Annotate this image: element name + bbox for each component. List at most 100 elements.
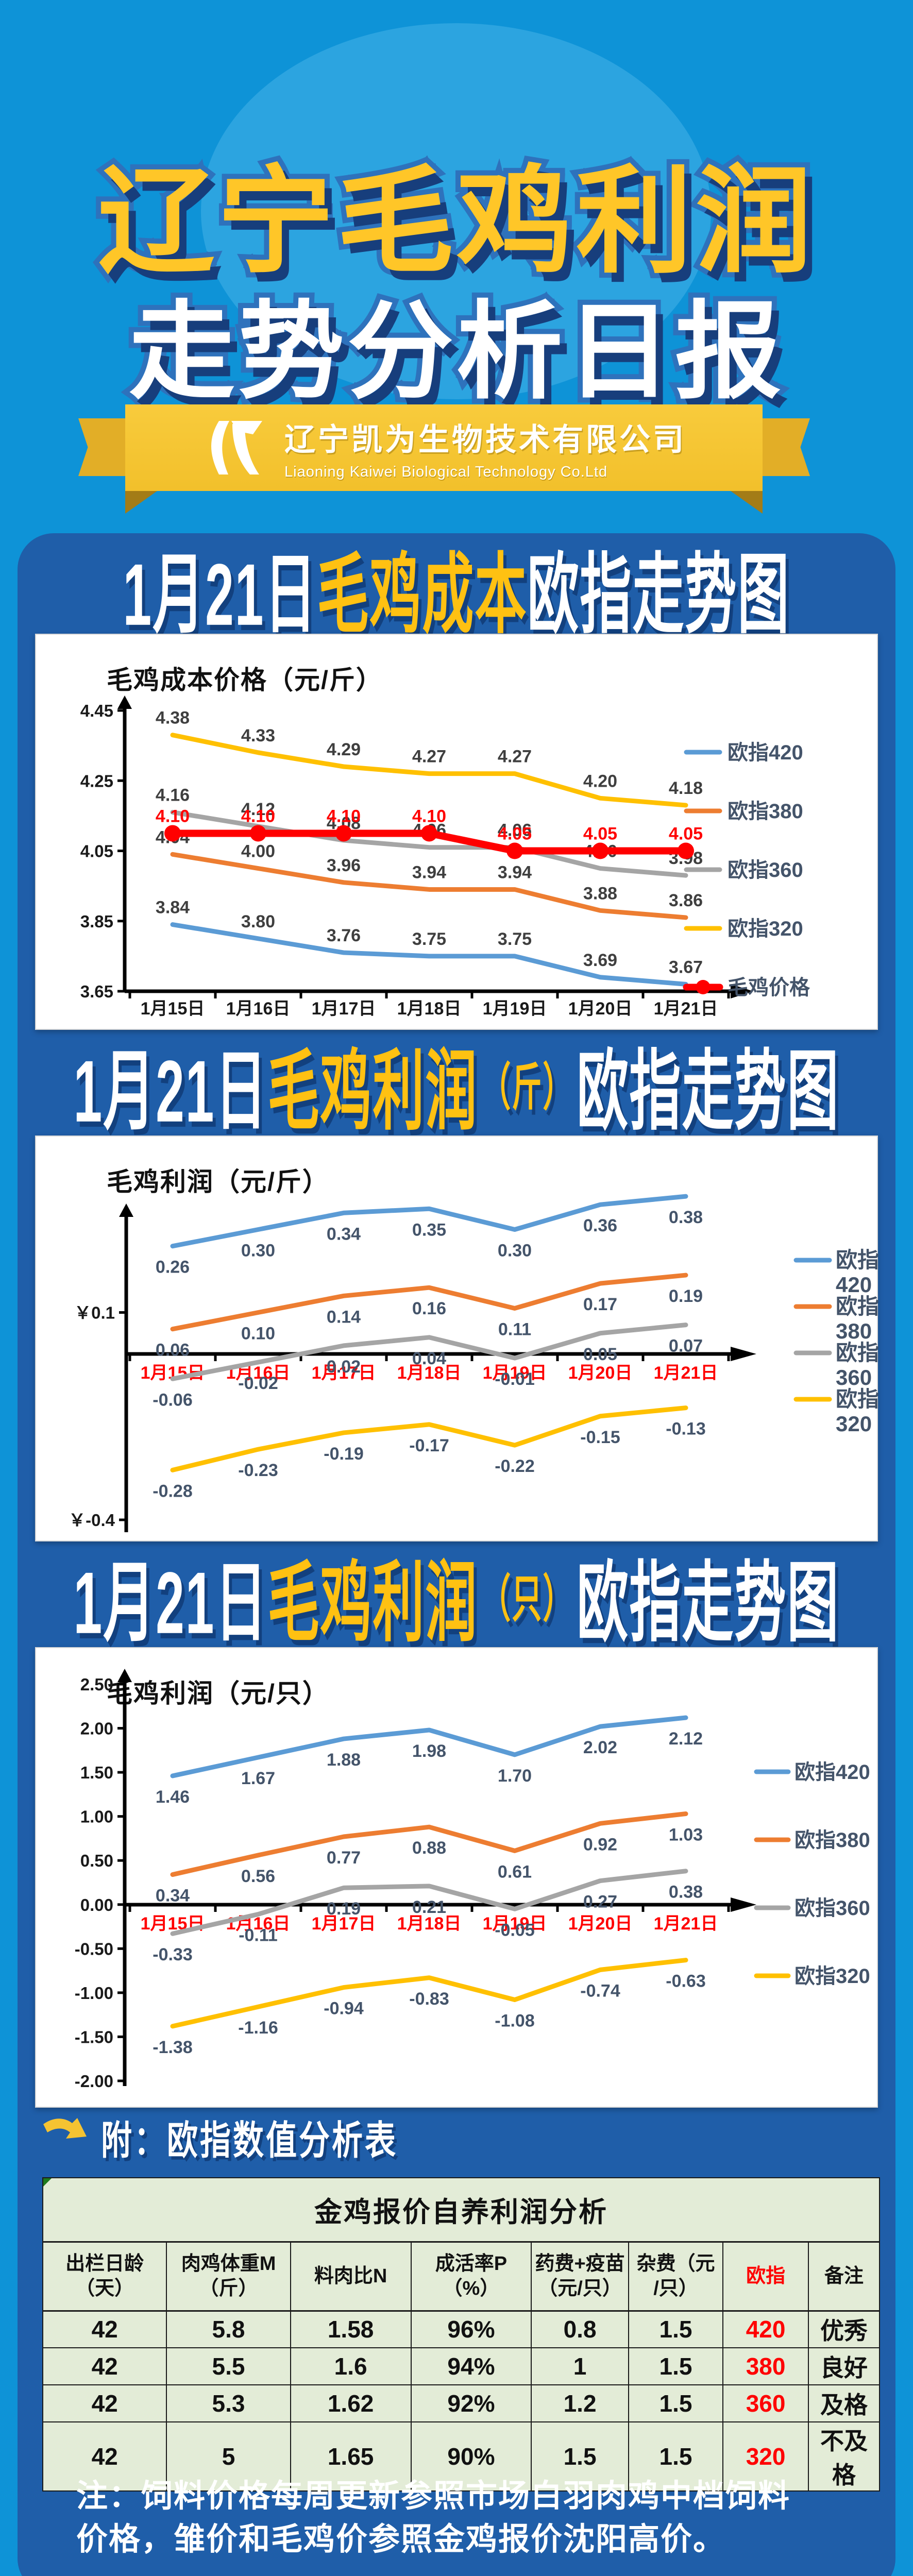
legend-label: 欧指 bbox=[836, 1248, 879, 1272]
data-label: 0.19 bbox=[327, 1899, 361, 1919]
table-cell: 5.3 bbox=[166, 2384, 291, 2422]
data-label: -0.13 bbox=[666, 1419, 706, 1439]
table-cell: 1.5 bbox=[628, 2421, 724, 2492]
legend-label: 欧指420 bbox=[794, 1761, 870, 1784]
legend-label: 欧指360 bbox=[728, 859, 803, 882]
chart-title-profit-bird: 毛鸡利润（元/只） bbox=[107, 1679, 329, 1708]
data-label: 3.94 bbox=[498, 862, 532, 882]
date-label: 1月19日 bbox=[483, 999, 547, 1019]
series-line-欧指360 bbox=[170, 1869, 688, 1936]
table-cell: 360 bbox=[722, 2384, 809, 2422]
data-label: -1.16 bbox=[238, 2018, 278, 2038]
ytick-label: ￥0.1 bbox=[74, 1303, 115, 1323]
data-label: 4.33 bbox=[241, 726, 275, 745]
date-label: 1月19日 bbox=[483, 1363, 547, 1383]
data-label: 3.86 bbox=[669, 891, 703, 910]
data-label: -0.19 bbox=[324, 1444, 364, 1464]
legend-label: 欧指320 bbox=[794, 1965, 870, 1988]
data-label: 4.20 bbox=[583, 771, 617, 791]
x-axis-arrow bbox=[731, 984, 753, 998]
header-suffix: 欧指走势图 bbox=[577, 1553, 840, 1652]
y-axis-arrow bbox=[119, 1204, 133, 1217]
table-cell: 0.8 bbox=[531, 2310, 629, 2348]
data-label: 4.10 bbox=[241, 806, 275, 826]
series-line-欧指320 bbox=[170, 1405, 688, 1472]
ytick-label: -1.50 bbox=[75, 2027, 113, 2046]
data-label: 3.96 bbox=[327, 856, 361, 875]
data-label: 4.10 bbox=[156, 806, 190, 826]
legend-marker bbox=[696, 980, 711, 994]
date-label: 1月21日 bbox=[654, 1363, 718, 1383]
table-cell: 42 bbox=[42, 2347, 167, 2385]
date-label: 1月20日 bbox=[568, 1363, 633, 1383]
date-label: 1月16日 bbox=[226, 999, 291, 1019]
header-suffix: 欧指走势图 bbox=[527, 545, 790, 644]
column-header: 出栏日龄 （天） bbox=[42, 2241, 167, 2312]
data-label: 2.02 bbox=[583, 1738, 617, 1757]
company-name-en: Liaoning Kaiwei Biological Technology Co… bbox=[284, 464, 608, 480]
legend-label: 毛鸡价格 bbox=[728, 976, 810, 999]
table-row: 42 5.8 1.58 96% 0.8 1.5 420 优秀 bbox=[42, 2310, 881, 2348]
company-banner: 辽宁凯为生物技术有限公司 Liaoning Kaiwei Biological … bbox=[78, 404, 810, 515]
data-label: 1.70 bbox=[498, 1766, 532, 1786]
table-cell: 优秀 bbox=[807, 2310, 881, 2348]
poster-title-line1: 辽宁毛鸡利润 bbox=[93, 151, 817, 292]
chart-card-profit-bird: 毛鸡利润（元/只） 2.50 2.00 1.50 1.00 0.50 0.00 -0.50 -… bbox=[35, 1647, 878, 2108]
legend-label: 欧指 bbox=[836, 1341, 879, 1365]
chart-card-cost: 毛鸡成本价格（元/斤） 4.45 4.25 4.05 3.85 3.65 1月15日 1月1… bbox=[35, 634, 878, 1030]
x-axis-arrow bbox=[731, 1897, 756, 1912]
ytick-label: -0.50 bbox=[75, 1939, 113, 1958]
data-label: 0.38 bbox=[669, 1883, 703, 1902]
header-highlight: 毛鸡利润 bbox=[267, 1553, 478, 1652]
table-cell: 1.65 bbox=[290, 2421, 412, 2492]
data-label: 0.30 bbox=[241, 1241, 275, 1261]
data-label: 3.80 bbox=[241, 912, 275, 931]
data-label: -0.22 bbox=[495, 1456, 535, 1476]
data-label: 4.12 bbox=[241, 800, 275, 819]
series-marker bbox=[592, 842, 608, 859]
data-label: -0.28 bbox=[153, 1481, 193, 1501]
data-label: 3.69 bbox=[583, 951, 617, 970]
date-label: 1月20日 bbox=[568, 999, 633, 1019]
data-label: 0.36 bbox=[583, 1216, 617, 1235]
table-cell: 420 bbox=[722, 2310, 809, 2348]
data-label: 0.14 bbox=[327, 1307, 361, 1327]
header-unit: （只） bbox=[481, 1571, 574, 1628]
data-label: 1.67 bbox=[241, 1769, 275, 1788]
data-label: -0.94 bbox=[324, 1999, 364, 2019]
legend-label: 欧指 bbox=[836, 1294, 879, 1318]
data-label: 3.88 bbox=[583, 884, 617, 903]
data-label: -0.23 bbox=[238, 1461, 278, 1480]
data-label: 4.05 bbox=[498, 824, 532, 844]
data-label: 0.04 bbox=[412, 1349, 446, 1368]
column-header: 杂费（元 /只） bbox=[628, 2241, 724, 2312]
table-cell: 1.5 bbox=[531, 2421, 629, 2492]
legend-label: 欧指420 bbox=[728, 741, 803, 764]
data-label: -0.02 bbox=[238, 1374, 278, 1393]
series-line-欧指320 bbox=[170, 733, 688, 808]
table-row: 42 5 1.65 90% 1.5 1.5 320 不及格 bbox=[42, 2421, 881, 2492]
legend-label: 欧指380 bbox=[794, 1829, 870, 1852]
section-header-cost: 1月21日 毛鸡成本 欧指走势图 bbox=[0, 507, 913, 665]
data-label: 0.92 bbox=[583, 1835, 617, 1854]
table-cell: 1.5 bbox=[628, 2310, 724, 2348]
series-line-欧指320 bbox=[170, 1958, 688, 2029]
data-label: -0.15 bbox=[580, 1428, 620, 1447]
data-label: 0.61 bbox=[498, 1862, 532, 1882]
poster-title-line2: 走势分析日报 bbox=[124, 287, 786, 416]
series-line-欧指420 bbox=[170, 1194, 688, 1249]
chart-card-profit-jin: 毛鸡利润（元/斤） ￥0.1 ￥-0.4 1月15日 1月16日 1月17日 1月18日 1… bbox=[35, 1136, 879, 1541]
data-label: 0.16 bbox=[412, 1299, 446, 1318]
ytick-label: 3.65 bbox=[80, 982, 113, 1001]
data-label: 3.75 bbox=[412, 929, 446, 949]
chart-title-cost: 毛鸡成本价格（元/斤） bbox=[107, 666, 383, 694]
data-label: 1.98 bbox=[412, 1741, 446, 1761]
footnote-line2: 价格，雏价和毛鸡价参照金鸡报价沈阳高价。 bbox=[76, 2521, 726, 2556]
data-label: 0.26 bbox=[156, 1258, 190, 1277]
data-label: -1.08 bbox=[495, 2011, 535, 2031]
section-header-profit-jin: 1月21日 毛鸡利润 （斤） 欧指走势图 bbox=[0, 1004, 913, 1162]
data-label: 4.27 bbox=[498, 747, 532, 767]
data-label: 0.35 bbox=[412, 1220, 446, 1240]
